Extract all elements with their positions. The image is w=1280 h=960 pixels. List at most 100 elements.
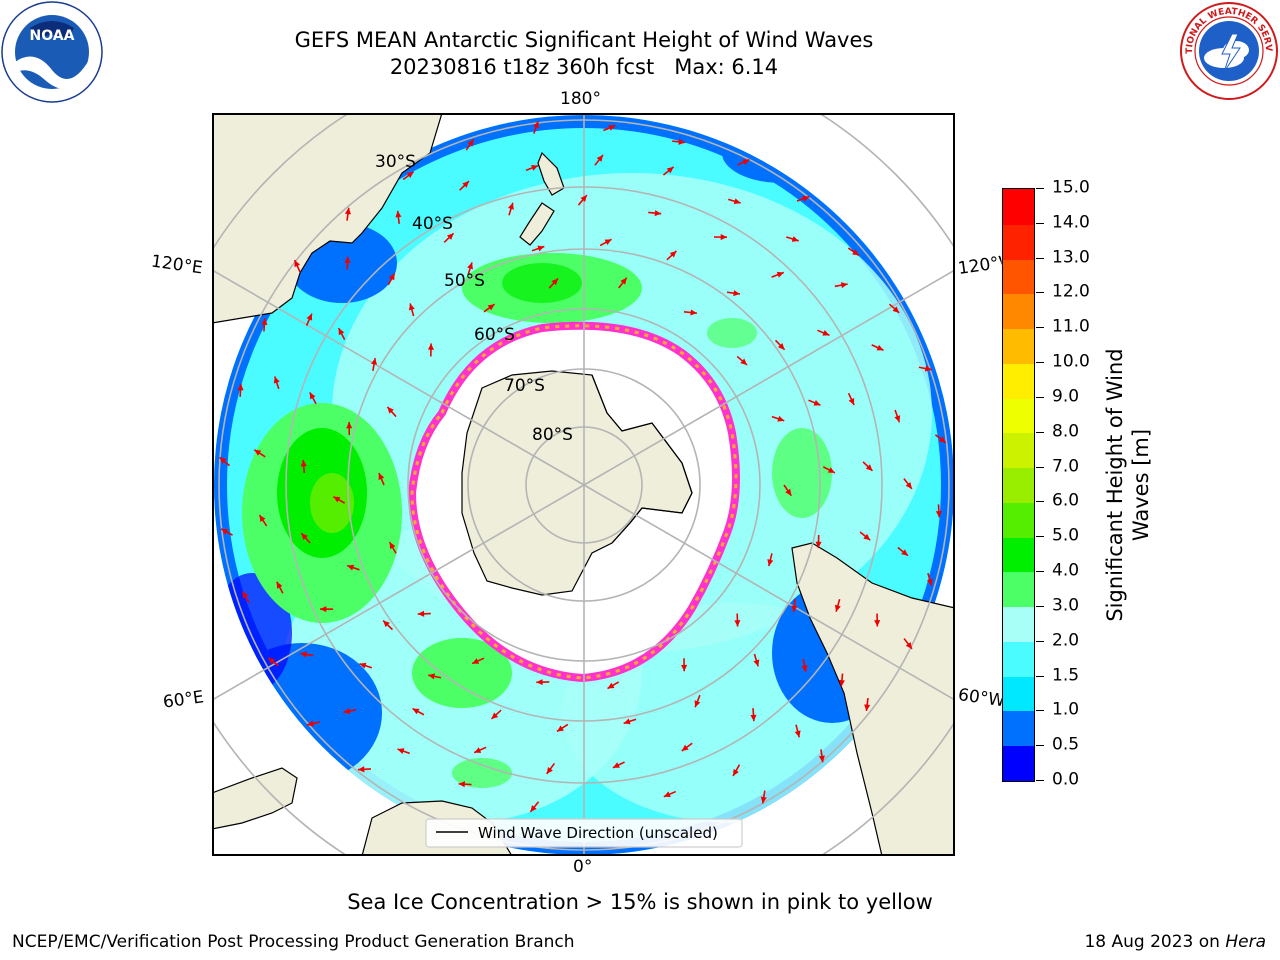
colorbar-tick-label: 13.0 bbox=[1052, 247, 1090, 268]
wind-wave-arrowhead bbox=[344, 256, 351, 264]
wind-wave-arrowhead bbox=[428, 673, 436, 680]
wind-wave-arrowhead bbox=[551, 278, 559, 286]
wind-wave-arrowhead bbox=[802, 195, 810, 202]
producer-credit: NCEP/EMC/Verification Post Processing Pr… bbox=[12, 932, 575, 952]
wind-wave-arrowhead bbox=[219, 457, 227, 464]
colorbar-tick-label: 2.0 bbox=[1052, 630, 1080, 651]
wind-wave-arrowhead bbox=[472, 658, 480, 664]
wind-wave-arrowhead bbox=[681, 664, 688, 672]
wind-wave-arrowhead bbox=[935, 510, 942, 518]
wind-wave-arrows bbox=[219, 121, 947, 813]
colorbar-segment bbox=[1003, 432, 1034, 469]
wind-wave-arrowhead bbox=[273, 376, 280, 384]
colorbar-segment bbox=[1003, 398, 1034, 434]
colorbar-tick bbox=[1036, 431, 1044, 433]
wind-wave-arrowhead bbox=[427, 343, 434, 350]
run-date-text: 18 Aug 2023 on bbox=[1084, 932, 1226, 952]
wind-wave-arrowhead bbox=[654, 210, 662, 217]
wind-wave-arrowhead bbox=[742, 159, 750, 165]
graticule bbox=[212, 113, 955, 856]
wind-wave-arrowhead bbox=[383, 620, 390, 628]
wind-wave-arrowhead bbox=[760, 796, 767, 804]
wind-wave-arrowhead bbox=[580, 195, 587, 202]
colorbar-segment bbox=[1003, 293, 1034, 330]
lon-label-0: 0° bbox=[573, 857, 593, 877]
wind-wave-arrowhead bbox=[395, 210, 402, 218]
lon-label-120e: 120°E bbox=[149, 251, 204, 279]
wind-wave-arrowhead bbox=[508, 202, 514, 210]
wind-wave-arrowhead bbox=[406, 171, 414, 178]
wind-wave-arrowhead bbox=[387, 406, 394, 414]
wind-wave-arrowhead bbox=[530, 805, 537, 812]
land-australia bbox=[212, 113, 443, 324]
lon-label-180: 180° bbox=[560, 89, 601, 109]
colorbar-tick-label: 0.0 bbox=[1052, 769, 1080, 790]
wind-wave-arrowhead bbox=[389, 542, 396, 550]
colorbar-segment bbox=[1003, 641, 1034, 677]
wind-wave-arrowhead bbox=[537, 245, 545, 252]
colorbar-title: Significant Height of Wind Waves [m] bbox=[1103, 348, 1153, 622]
wind-wave-arrowhead bbox=[556, 725, 564, 732]
wind-wave-arrowhead bbox=[458, 781, 466, 788]
wind-wave-arrowhead bbox=[863, 533, 871, 541]
colorbar-tick bbox=[1036, 640, 1044, 642]
lat-label-80: 80°S bbox=[532, 425, 573, 445]
wind-wave-arrowhead bbox=[813, 399, 821, 406]
wind-wave-arrowhead bbox=[681, 744, 689, 751]
colorbar-tick bbox=[1036, 188, 1044, 189]
colorbar-tick bbox=[1036, 466, 1044, 468]
wind-wave-arrowhead bbox=[734, 620, 741, 627]
wind-wave-arrowhead bbox=[333, 496, 341, 503]
wind-wave-arrowhead bbox=[733, 290, 740, 297]
colorbar-tick-label: 8.0 bbox=[1052, 421, 1080, 442]
wind-wave-arrowhead bbox=[608, 125, 616, 131]
colorbar-segment bbox=[1003, 224, 1034, 260]
wind-wave-arrowhead bbox=[794, 730, 801, 738]
wind-wave-arrowhead bbox=[347, 564, 355, 571]
wind-wave-arrowhead bbox=[874, 620, 881, 627]
wind-wave-arrowhead bbox=[905, 482, 912, 489]
polar-map: 30°S 40°S 50°S 60°S 70°S 80°S Wind Wave … bbox=[212, 113, 955, 856]
wind-wave-arrowhead bbox=[733, 198, 741, 205]
lon-label-120w: 120°W bbox=[956, 253, 1004, 279]
wind-wave-arrowhead bbox=[776, 271, 784, 278]
wind-wave-arrowhead bbox=[767, 559, 774, 567]
wind-wave-arrowhead bbox=[690, 309, 697, 316]
colorbar-segment bbox=[1003, 189, 1034, 225]
wind-wave-arrowhead bbox=[276, 581, 283, 589]
wind-wave-arrowhead bbox=[852, 249, 860, 256]
sea-ice-note: Sea Ice Concentration > 15% is shown in … bbox=[347, 890, 933, 914]
wind-wave-arrowhead bbox=[467, 262, 474, 270]
nws-logo: NATIONAL WEATHER SERVICE bbox=[1178, 0, 1278, 100]
wind-wave-arrowhead bbox=[753, 659, 760, 667]
wind-wave-arrowhead bbox=[801, 665, 808, 672]
wind-wave-arrowhead bbox=[357, 766, 365, 773]
wind-wave-arrowhead bbox=[620, 277, 627, 285]
wind-wave-arrowhead bbox=[462, 181, 470, 188]
lat-label-70: 70°S bbox=[504, 376, 545, 396]
wind-wave-arrowhead bbox=[268, 657, 276, 665]
wind-wave-arrowhead bbox=[678, 138, 686, 145]
lat-label-60: 60°S bbox=[474, 325, 515, 345]
wind-wave-arrowhead bbox=[663, 791, 671, 798]
wind-wave-arrowhead bbox=[864, 704, 871, 711]
colorbar-segment bbox=[1003, 328, 1034, 364]
wind-wave-arrowhead bbox=[294, 260, 301, 268]
wind-wave-arrowhead bbox=[894, 415, 901, 423]
wind-wave-arrowhead bbox=[467, 139, 474, 147]
map-legend: Wind Wave Direction (unscaled) bbox=[425, 818, 743, 848]
land-new-zealand bbox=[537, 151, 565, 196]
wind-wave-arrowhead bbox=[446, 233, 454, 240]
wind-wave-arrowhead bbox=[408, 303, 415, 311]
colorbar-tick-label: 5.0 bbox=[1052, 525, 1080, 546]
wind-wave-arrowhead bbox=[669, 250, 677, 258]
noaa-logo-text: NOAA bbox=[30, 28, 75, 44]
wind-wave-arrowhead bbox=[359, 662, 367, 669]
colorbar-tick bbox=[1036, 257, 1044, 259]
wind-wave-arrowhead bbox=[848, 397, 855, 405]
colorbar-segment bbox=[1003, 571, 1034, 608]
wind-wave-arrowhead bbox=[259, 515, 266, 523]
colorbar bbox=[1002, 188, 1035, 782]
colorbar-tick-label: 9.0 bbox=[1052, 386, 1080, 407]
wind-wave-arrowhead bbox=[901, 549, 908, 556]
